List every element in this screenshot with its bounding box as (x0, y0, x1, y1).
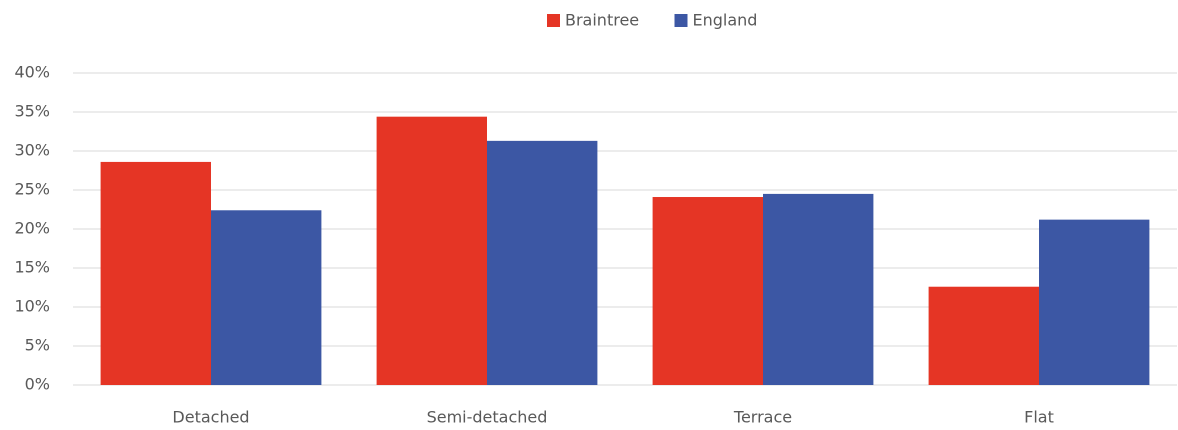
bar (1039, 219, 1150, 385)
y-tick-label: 10% (14, 297, 50, 316)
y-tick-label: 5% (25, 336, 50, 355)
y-tick-label: 35% (14, 102, 50, 121)
bar (376, 116, 487, 386)
x-tick-label: Flat (1024, 408, 1054, 427)
bar (100, 161, 211, 385)
x-tick-label: Terrace (733, 408, 792, 427)
y-tick-label: 30% (14, 141, 50, 160)
legend-swatch (547, 14, 560, 27)
y-tick-label: 15% (14, 258, 50, 277)
y-tick-label: 40% (14, 63, 50, 82)
bar (928, 286, 1039, 385)
y-tick-label: 25% (14, 180, 50, 199)
y-tick-label: 0% (25, 375, 50, 394)
legend-label: England (693, 11, 758, 30)
legend-swatch (674, 14, 688, 27)
bar (211, 210, 322, 385)
x-tick-label: Detached (172, 408, 249, 427)
x-tick-label: Semi-detached (427, 408, 548, 427)
bar (652, 197, 763, 385)
y-tick-label: 20% (14, 219, 50, 238)
bar (487, 140, 598, 385)
legend-label: Braintree (565, 11, 639, 30)
bar (763, 193, 874, 385)
